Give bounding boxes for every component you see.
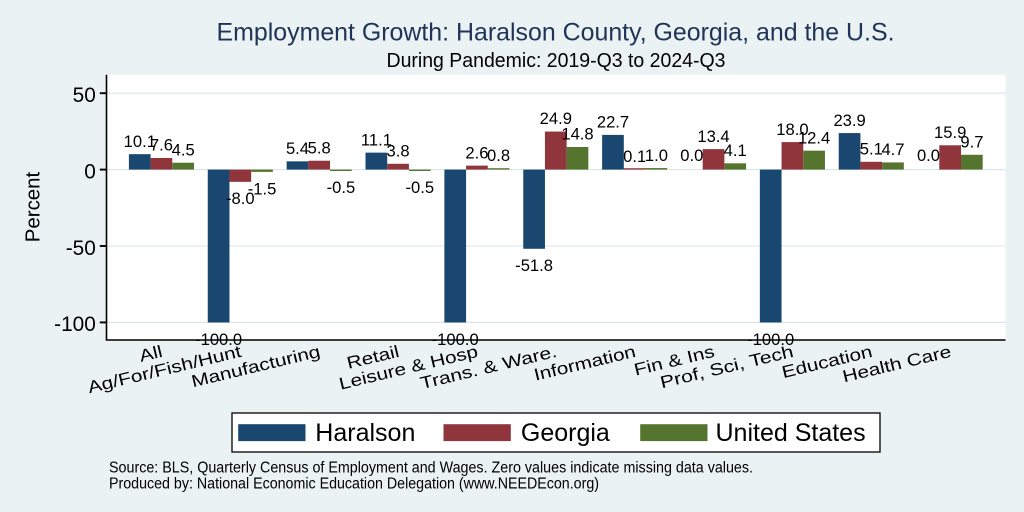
svg-text:5.8: 5.8: [308, 138, 331, 157]
svg-text:-50: -50: [66, 237, 96, 260]
svg-text:0.0: 0.0: [917, 146, 940, 165]
svg-text:2.6: 2.6: [465, 143, 488, 162]
svg-text:3.8: 3.8: [387, 142, 410, 161]
svg-text:-8.0: -8.0: [226, 189, 255, 208]
svg-text:11.1: 11.1: [361, 130, 392, 149]
svg-text:7.6: 7.6: [150, 136, 173, 155]
svg-text:50: 50: [73, 84, 96, 107]
svg-text:14.8: 14.8: [561, 125, 593, 144]
svg-text:15.9: 15.9: [934, 123, 966, 142]
svg-text:Source: BLS, Quarterly Census: Source: BLS, Quarterly Census of Employm…: [109, 460, 753, 477]
svg-text:United States: United States: [716, 419, 866, 447]
svg-text:-1.5: -1.5: [248, 179, 277, 198]
svg-text:23.9: 23.9: [833, 111, 865, 130]
svg-text:0: 0: [84, 160, 96, 183]
svg-text:13.4: 13.4: [697, 127, 729, 146]
svg-text:12.4: 12.4: [798, 128, 830, 147]
svg-text:-100: -100: [54, 313, 96, 336]
svg-text:Employment Growth: Haralson Co: Employment Growth: Haralson County, Geor…: [217, 19, 895, 47]
svg-text:-0.5: -0.5: [327, 178, 356, 197]
svg-text:4.1: 4.1: [724, 141, 747, 160]
svg-text:Produced by: National Economic: Produced by: National Economic Education…: [109, 476, 599, 493]
svg-text:5.1: 5.1: [860, 140, 883, 159]
svg-text:-51.8: -51.8: [515, 256, 553, 275]
svg-text:1.0: 1.0: [645, 146, 668, 165]
svg-text:Haralson: Haralson: [315, 419, 415, 447]
svg-text:During Pandemic: 2019-Q3 to 20: During Pandemic: 2019-Q3 to 2024-Q3: [387, 50, 726, 72]
svg-text:4.7: 4.7: [881, 140, 904, 159]
svg-text:0.0: 0.0: [680, 146, 703, 165]
svg-text:Georgia: Georgia: [521, 419, 610, 447]
svg-text:18.0: 18.0: [776, 120, 808, 139]
svg-text:10.1: 10.1: [124, 132, 156, 151]
svg-text:0.8: 0.8: [487, 146, 510, 165]
svg-text:24.9: 24.9: [540, 109, 572, 128]
svg-text:All: All: [137, 342, 164, 366]
svg-text:22.7: 22.7: [597, 113, 629, 132]
svg-text:5.4: 5.4: [286, 139, 309, 158]
svg-text:Percent: Percent: [22, 171, 44, 242]
svg-text:0.1: 0.1: [623, 147, 646, 166]
svg-text:9.7: 9.7: [960, 133, 983, 152]
svg-text:4.5: 4.5: [172, 140, 195, 159]
svg-text:-0.5: -0.5: [406, 178, 435, 197]
